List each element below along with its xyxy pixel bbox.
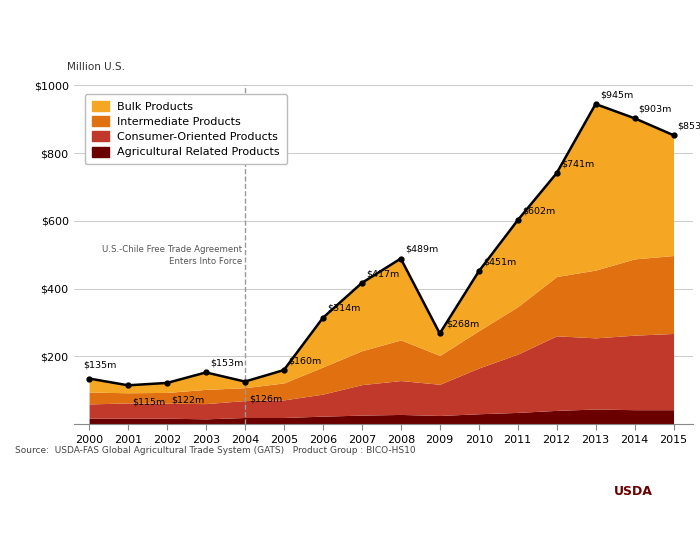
Text: USDA: USDA (614, 485, 653, 498)
Text: Twitter: @USDAForeignAg: Twitter: @USDAForeignAg (15, 516, 149, 526)
Text: Foreign Agricultural Service: Foreign Agricultural Service (420, 516, 565, 526)
Text: $489m: $489m (405, 245, 438, 253)
Text: $135m: $135m (83, 360, 117, 369)
Text: $314m: $314m (327, 304, 360, 313)
Text: $268m: $268m (447, 320, 480, 328)
Text: Source:  USDA-FAS Global Agricultural Trade System (GATS)   Product Group : BICO: Source: USDA-FAS Global Agricultural Tra… (15, 446, 416, 455)
Text: $853m: $853m (678, 121, 700, 130)
Text: United States Department of Agriculture: United States Department of Agriculture (420, 495, 631, 505)
Text: $602m: $602m (522, 206, 555, 215)
Text: $115m: $115m (132, 398, 165, 407)
Text: Million U.S.: Million U.S. (67, 62, 125, 72)
Text: $417m: $417m (366, 269, 399, 278)
Legend: Bulk Products, Intermediate Products, Consumer-Oriented Products, Agricultural R: Bulk Products, Intermediate Products, Co… (85, 94, 287, 164)
Text: $126m: $126m (249, 394, 282, 403)
Text: $153m: $153m (210, 359, 244, 368)
Text: Website: www.fas.usda.gov: Website: www.fas.usda.gov (15, 488, 158, 498)
Text: $122m: $122m (172, 396, 204, 404)
Text: U.S.-Chile Free Trade Agreement
Enters Into Force: U.S.-Chile Free Trade Agreement Enters I… (102, 245, 242, 266)
Text: $160m: $160m (288, 356, 321, 365)
Text: $741m: $741m (561, 159, 594, 168)
Bar (602, 472, 686, 544)
Text: $903m: $903m (638, 104, 672, 114)
Text: U.S. Agricultural and Related Product Exports to Chile, 2000-2015: U.S. Agricultural and Related Product Ex… (14, 33, 661, 51)
Text: $945m: $945m (600, 90, 633, 99)
Text: $451m: $451m (483, 257, 516, 267)
